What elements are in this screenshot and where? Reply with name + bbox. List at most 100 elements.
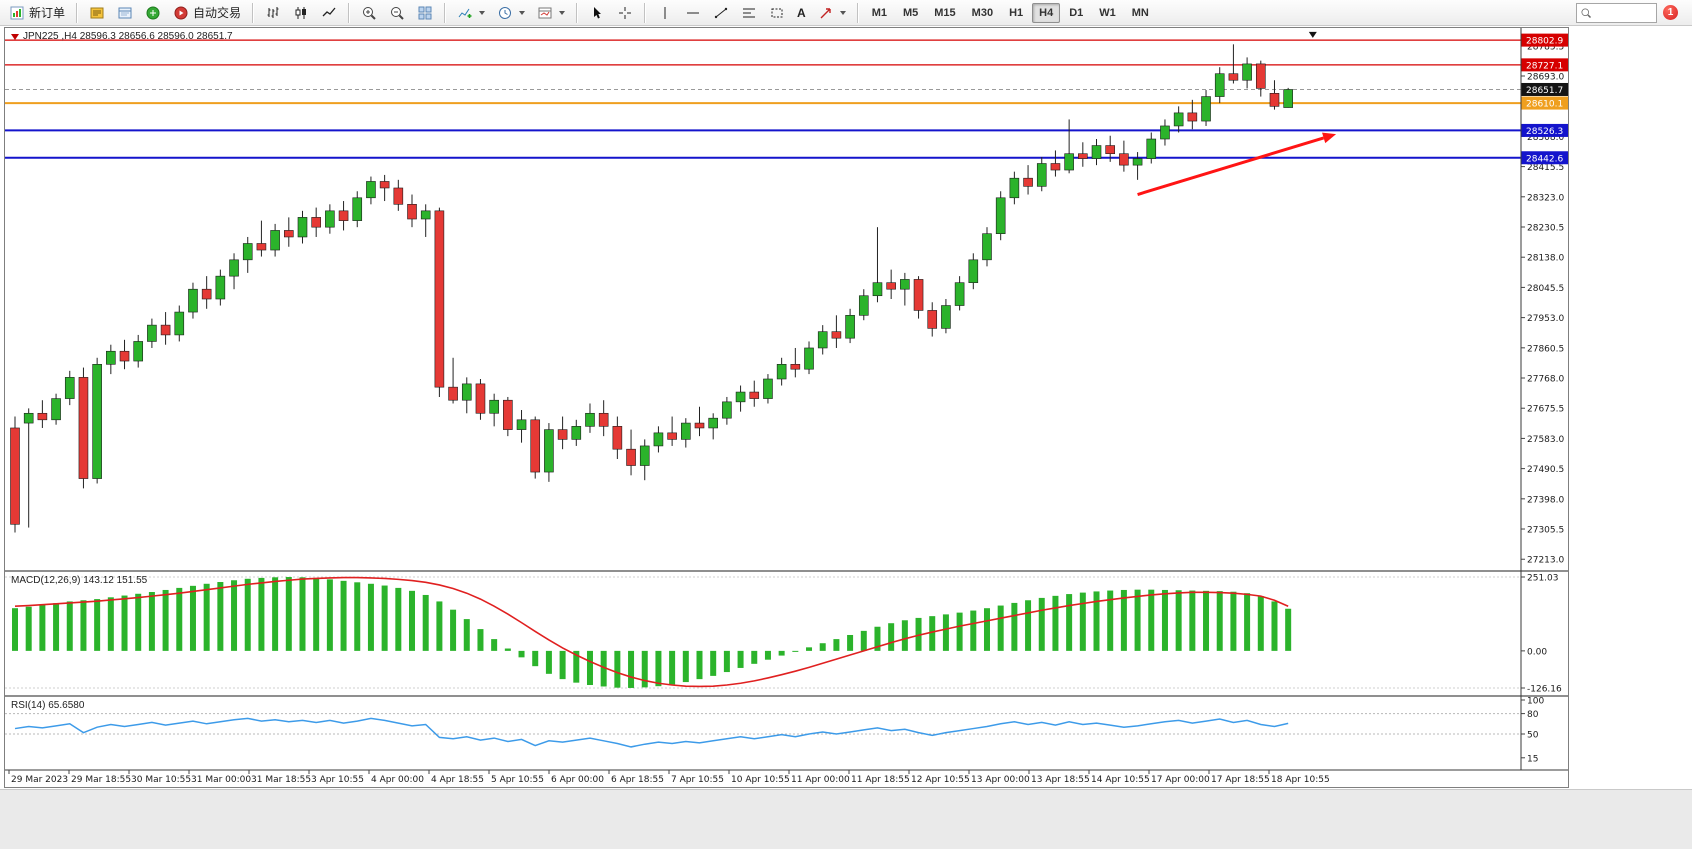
new-order-label: 新订单 [29, 6, 66, 20]
svg-text:251.03: 251.03 [1527, 574, 1559, 584]
template-icon [538, 7, 552, 18]
svg-text:12 Apr 10:55: 12 Apr 10:55 [911, 775, 970, 785]
panel-splitter-macd[interactable] [5, 570, 1568, 572]
toolbar-separator [576, 2, 579, 23]
text-tool-button[interactable]: A [792, 1, 811, 25]
crosshair-icon [619, 6, 632, 19]
algo-trading-button[interactable]: 自动交易 [168, 1, 246, 25]
zoom-out-icon [391, 6, 404, 20]
macd-title: MACD(12,26,9) 143.12 151.55 [11, 575, 148, 586]
zoom-out-button[interactable] [384, 1, 410, 25]
svg-text:5 Apr 10:55: 5 Apr 10:55 [491, 775, 544, 785]
svg-text:28442.6: 28442.6 [1526, 154, 1563, 164]
trend-arrow[interactable] [1137, 132, 1337, 196]
svg-text:27675.5: 27675.5 [1527, 405, 1564, 415]
svg-text:15: 15 [1527, 754, 1538, 764]
periods-button[interactable] [492, 1, 530, 25]
svg-text:17 Apr 00:00: 17 Apr 00:00 [1151, 775, 1210, 785]
svg-text:6 Apr 18:55: 6 Apr 18:55 [611, 775, 664, 785]
text-tool-label: A [797, 5, 806, 20]
svg-text:0.00: 0.00 [1527, 647, 1547, 657]
arrows-tool-button[interactable] [813, 1, 851, 25]
chart-title: JPN225 ,H4 28596.3 28656.6 28596.0 28651… [11, 31, 233, 42]
svg-text:28230.5: 28230.5 [1527, 224, 1564, 234]
time-axis[interactable] [5, 770, 1568, 787]
market-watch-button[interactable] [84, 1, 110, 25]
svg-text:80: 80 [1527, 710, 1539, 720]
chart-window[interactable]: JPN225 ,H4 28596.3 28656.6 28596.0 28651… [4, 27, 1569, 788]
svg-text:-126.16: -126.16 [1527, 685, 1562, 695]
zoom-in-button[interactable] [356, 1, 382, 25]
arrow-tool-icon [820, 7, 831, 18]
svg-text:50: 50 [1527, 731, 1539, 741]
tf-m5[interactable]: M5 [902, 6, 919, 19]
chart-canvas[interactable]: 28785.528693.028600.528508.028415.528323… [5, 28, 1568, 787]
horizontal-line-tool-button[interactable] [680, 1, 706, 25]
svg-text:27860.5: 27860.5 [1527, 344, 1564, 354]
search-icon[interactable] [1580, 7, 1592, 19]
chart-title-text: JPN225 ,H4 28596.3 28656.6 28596.0 28651… [23, 31, 233, 42]
svg-text:27490.5: 27490.5 [1527, 465, 1564, 475]
rsi-title: RSI(14) 65.6580 [11, 700, 85, 711]
tile-windows-icon [418, 6, 432, 19]
new-order-button[interactable]: 新订单 [4, 1, 70, 25]
svg-text:28415.5: 28415.5 [1527, 163, 1564, 173]
svg-text:100: 100 [1527, 697, 1544, 707]
horizontal-line-icon [687, 12, 700, 13]
tf-d1[interactable]: D1 [1069, 6, 1084, 19]
rsi-line [14, 717, 1289, 748]
level-lines[interactable] [5, 39, 1521, 159]
tf-h1[interactable]: H1 [1009, 6, 1024, 19]
object-marker[interactable] [1308, 31, 1317, 38]
vertical-line-tool-button[interactable] [652, 1, 678, 25]
tf-mn[interactable]: MN [1131, 6, 1149, 19]
toolbar-right-group: 1 [1576, 2, 1688, 23]
svg-text:28508.0: 28508.0 [1527, 133, 1564, 143]
svg-text:3 Apr 10:55: 3 Apr 10:55 [311, 775, 364, 785]
cursor-button[interactable] [584, 1, 610, 25]
svg-text:28323.0: 28323.0 [1527, 193, 1564, 203]
trendline-tool-button[interactable] [708, 1, 734, 25]
crosshair-button[interactable] [612, 1, 638, 25]
svg-text:13 Apr 00:00: 13 Apr 00:00 [971, 775, 1030, 785]
svg-text:27398.0: 27398.0 [1527, 495, 1564, 505]
data-window-button[interactable] [112, 1, 138, 25]
tf-h4[interactable]: H4 [1032, 2, 1061, 23]
panel-splitter-rsi[interactable] [5, 695, 1568, 697]
new-order-icon [10, 6, 24, 19]
toolbar-separator [76, 2, 79, 23]
macd-signal-line [14, 576, 1289, 688]
shapes-tool-button[interactable] [764, 1, 790, 25]
tf-m1[interactable]: M1 [871, 6, 887, 19]
svg-text:27953.0: 27953.0 [1527, 314, 1564, 324]
bar-chart-button[interactable] [260, 1, 286, 25]
templates-button[interactable] [532, 1, 570, 25]
svg-text:28526.3: 28526.3 [1526, 127, 1563, 137]
clock-icon [499, 6, 512, 19]
svg-text:6 Apr 00:00: 6 Apr 00:00 [551, 775, 604, 785]
tile-windows-button[interactable] [412, 1, 438, 25]
chevron-down-icon [559, 10, 566, 15]
candlestick-chart-button[interactable] [288, 1, 314, 25]
search-input[interactable] [1595, 4, 1653, 21]
notification-badge[interactable]: 1 [1663, 5, 1678, 20]
market-watch-icon [90, 7, 104, 18]
macd-histogram [12, 577, 1292, 688]
navigator-button[interactable] [140, 1, 166, 25]
time-axis-labels: 29 Mar 202329 Mar 18:5530 Mar 10:5531 Ma… [8, 770, 1330, 785]
line-chart-button[interactable] [316, 1, 342, 25]
svg-text:10 Apr 10:55: 10 Apr 10:55 [731, 775, 790, 785]
svg-text:27583.0: 27583.0 [1527, 435, 1564, 445]
svg-text:28138.0: 28138.0 [1527, 254, 1564, 264]
svg-text:30 Mar 10:55: 30 Mar 10:55 [131, 775, 191, 785]
chevron-down-icon [519, 10, 526, 15]
svg-text:14 Apr 10:55: 14 Apr 10:55 [1091, 775, 1150, 785]
price-axis[interactable] [1521, 28, 1568, 770]
indicators-button[interactable] [452, 1, 490, 25]
tf-w1[interactable]: W1 [1099, 6, 1116, 19]
svg-text:27213.0: 27213.0 [1527, 556, 1564, 566]
tf-m15[interactable]: M15 [934, 6, 956, 19]
svg-text:28610.1: 28610.1 [1526, 100, 1563, 110]
fibonacci-tool-button[interactable] [736, 1, 762, 25]
tf-m30[interactable]: M30 [971, 6, 994, 19]
